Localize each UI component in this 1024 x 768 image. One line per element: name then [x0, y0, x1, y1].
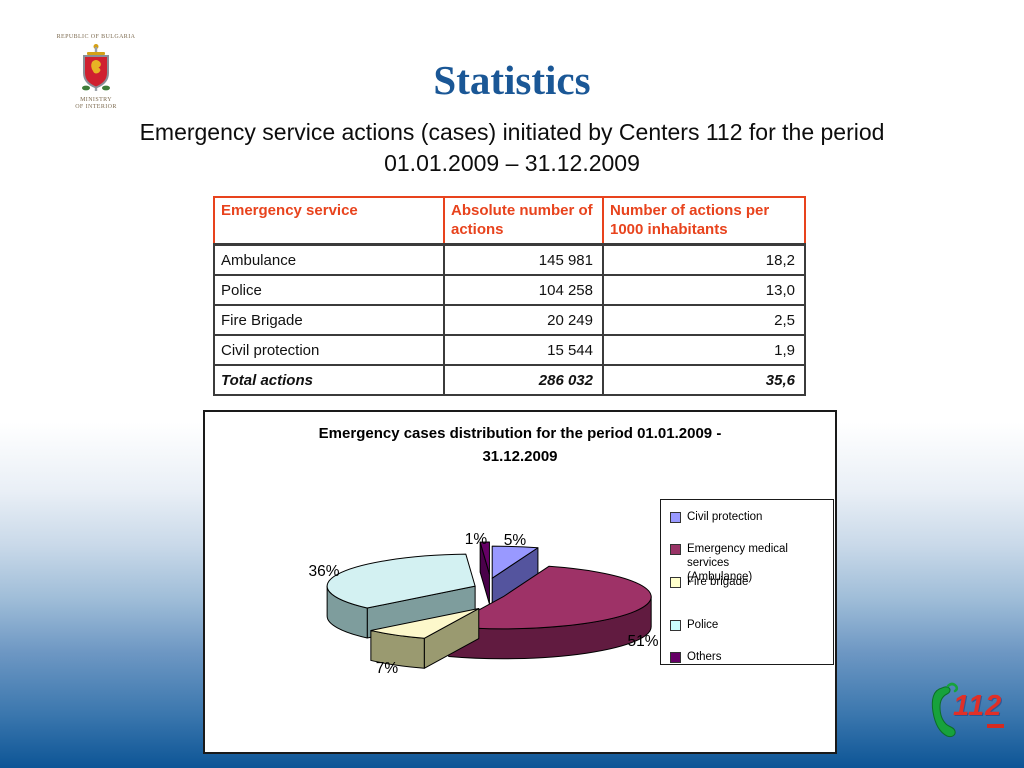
legend-marker-icon: [670, 652, 681, 663]
legend-label: Fire brigade: [687, 576, 749, 588]
col-header-per1000: Number of actions per 1000 inhabitants: [602, 196, 806, 246]
table-cell-service: Civil protection: [213, 334, 445, 366]
table-header-row: Emergency service Absolute number of act…: [213, 196, 806, 246]
legend-label: Others: [687, 651, 722, 663]
statistics-table: Emergency service Absolute number of act…: [213, 196, 806, 396]
pie-chart: 5% 51% 7% 36% 1%: [308, 531, 658, 677]
chart-title: Emergency cases distribution for the per…: [205, 422, 835, 468]
chart-title-line2: 31.12.2009: [482, 448, 558, 465]
chart-box: Emergency cases distribution for the per…: [203, 410, 837, 754]
legend-item: Others: [670, 650, 722, 664]
pie-percent-label: 5%: [504, 532, 527, 549]
legend-marker-icon: [670, 512, 681, 523]
table-cell-service: Total actions: [213, 364, 445, 396]
pie-slice-others: [479, 541, 490, 575]
legend-item: Emergency medical services (Ambulance): [670, 542, 833, 584]
legend-label: Emergency medical services (Ambulance): [687, 543, 788, 583]
subtitle-line1: Emergency service actions (cases) initia…: [139, 119, 885, 145]
table-cell-service: Fire Brigade: [213, 304, 445, 336]
subtitle-line2: 01.01.2009 – 31.12.2009: [384, 150, 640, 176]
pie-slice-police: [326, 553, 476, 609]
table-cell-absolute: 104 258: [443, 274, 604, 306]
legend-item: Civil protection: [670, 510, 762, 524]
table-cell-per1000: 35,6: [602, 364, 806, 396]
chart-title-line1: Emergency cases distribution for the per…: [318, 425, 722, 442]
legend-marker-icon: [670, 544, 681, 555]
ministry-logo: Republic of Bulgaria Ministry of Interio…: [48, 34, 144, 111]
table-cell-service: Police: [213, 274, 445, 306]
table-row: Civil protection 15 544 1,9: [213, 334, 806, 366]
table-cell-per1000: 18,2: [602, 243, 806, 276]
phone-icon: [931, 682, 959, 738]
emergency-112-logo: 112: [925, 676, 1020, 746]
legend-item: Police: [670, 618, 718, 632]
table-row: Fire Brigade 20 249 2,5: [213, 304, 806, 336]
page-title: Statistics: [433, 57, 591, 103]
pie-percent-label: 51%: [627, 633, 658, 650]
table-cell-per1000: 2,5: [602, 304, 806, 336]
chart-legend: Civil protection Emergency medical servic…: [660, 499, 834, 665]
coat-of-arms-icon: [82, 44, 110, 91]
table-cell-absolute: 286 032: [443, 364, 604, 396]
table-cell-per1000: 1,9: [602, 334, 806, 366]
legend-label: Police: [687, 619, 719, 631]
logo-underline: [987, 724, 1004, 728]
slide-subtitle: Emergency service actions (cases) initia…: [0, 117, 1024, 179]
table-row: Ambulance 145 981 18,2: [213, 243, 806, 276]
table-cell-absolute: 145 981: [443, 243, 604, 276]
number-112: 112: [953, 690, 1003, 722]
pie-slice-fire-brigade: [370, 608, 480, 639]
pie-slice-emergency-medical-services-ambulance: [448, 565, 652, 630]
table-total-row: Total actions 286 032 35,6: [213, 364, 806, 396]
table-cell-absolute: 15 544: [443, 334, 604, 366]
col-header-absolute: Absolute number of actions: [443, 196, 604, 246]
table-row: Police 104 258 13,0: [213, 274, 806, 306]
pie-percent-label: 1%: [465, 531, 488, 548]
legend-marker-icon: [670, 620, 681, 631]
table-cell-per1000: 13,0: [602, 274, 806, 306]
stats-table-body: Ambulance 145 981 18,2 Police 104 258 13,0 Fir…: [213, 243, 806, 396]
pie-percent-label: 36%: [308, 563, 339, 580]
table-cell-service: Ambulance: [213, 243, 445, 276]
col-header-service: Emergency service: [213, 196, 445, 246]
legend-marker-icon: [670, 577, 681, 588]
pie-percent-label: 7%: [376, 660, 399, 677]
logo-caption-top: Republic of Bulgaria: [56, 34, 136, 40]
table-cell-absolute: 20 249: [443, 304, 604, 336]
pie-slice-civil-protection: [491, 545, 539, 579]
legend-label: Civil protection: [687, 511, 763, 523]
legend-item: Fire brigade: [670, 575, 748, 589]
logo-caption-bottom: Ministry of Interior: [75, 97, 117, 110]
